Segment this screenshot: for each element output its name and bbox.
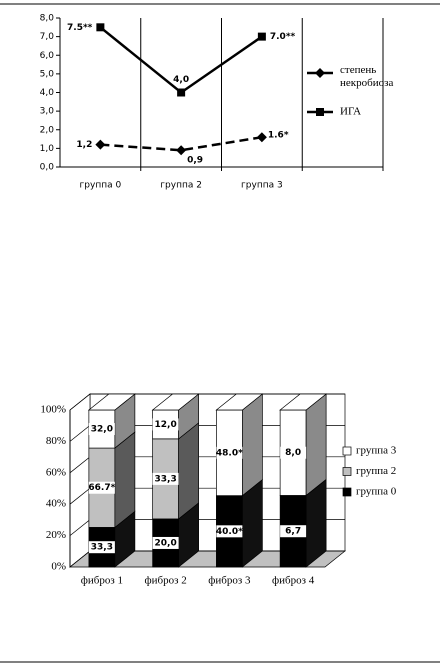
label-box [216,525,243,538]
marker [256,132,267,143]
marker [257,32,266,41]
data-label: 6,7 [285,527,301,537]
legend-marker [315,68,325,78]
legend-label: группа 3 [356,445,397,457]
y-tick-label: 80% [46,435,66,447]
legend-label: группа 0 [356,486,397,498]
bar-top [87,393,136,411]
x-tick-label: фиброз 2 [145,575,187,587]
label-box [88,423,115,436]
marker [95,139,106,150]
legend-swatch [342,487,352,497]
label-box [88,541,115,554]
y-tick-label: 0% [51,561,66,573]
label-box [216,446,243,459]
y-tick-label: 3,0 [40,107,55,117]
y-tick-label: 100% [40,404,66,416]
bar-side [114,431,136,529]
bar-top [215,393,264,411]
data-label: 33,3 [155,474,177,484]
x-tick-label: фиброз 1 [81,575,123,587]
legend-swatch [342,446,352,456]
data-label: 40.0* [216,527,243,537]
label-box [152,472,179,485]
legend-label: степень некробиоза [340,64,394,89]
legend-label: группа 2 [356,465,396,477]
label-box [152,536,179,549]
data-label: 1,2 [76,140,92,150]
bar-side [178,422,199,520]
data-label: 66.7* [88,483,115,493]
legend-marker [316,108,324,116]
marker [177,88,186,97]
x-tick-label: фиброз 3 [208,575,251,587]
y-tick-label: 1,0 [40,144,55,154]
label-box [152,418,179,431]
x-tick-label: группа 2 [160,181,202,191]
y-tick-label: 8,0 [40,14,55,24]
legend-swatch [342,467,352,476]
label-box [88,481,115,494]
side-wall [69,393,91,568]
y-tick-label: 40% [46,498,66,510]
data-label: 7.0** [270,32,296,42]
y-tick-label: 2,0 [40,125,55,135]
x-tick-label: группа 0 [80,181,122,191]
data-label: 48.0* [216,448,243,458]
y-tick-label: 60% [46,466,66,478]
bar-side [242,393,263,497]
label-box [280,525,307,538]
data-label: 32,0 [91,425,113,435]
bar-side [305,393,327,497]
legend-label: ИГА [340,106,361,118]
y-tick-label: 5,0 [40,69,55,79]
data-label: 20,0 [155,538,177,548]
bar-top [279,393,328,411]
y-tick-label: 6,0 [40,51,55,61]
bar-top [151,393,200,411]
label-box [280,446,307,459]
x-tick-label: фиброз 4 [272,575,315,587]
marker [176,145,187,156]
data-label: 12,0 [155,420,177,430]
data-label: 33,3 [91,543,113,553]
data-label: 8,0 [285,448,301,458]
y-tick-label: 0,0 [40,163,55,173]
marker [96,23,105,32]
data-label: 0,9 [187,156,203,166]
y-tick-label: 7,0 [40,32,55,42]
y-tick-label: 4,0 [40,88,55,98]
data-label: 4,0 [173,75,189,85]
y-tick-label: 20% [46,529,66,541]
data-label: 1.6* [268,131,289,141]
x-tick-label: группа 3 [241,181,283,191]
data-label: 7.5** [67,23,93,33]
